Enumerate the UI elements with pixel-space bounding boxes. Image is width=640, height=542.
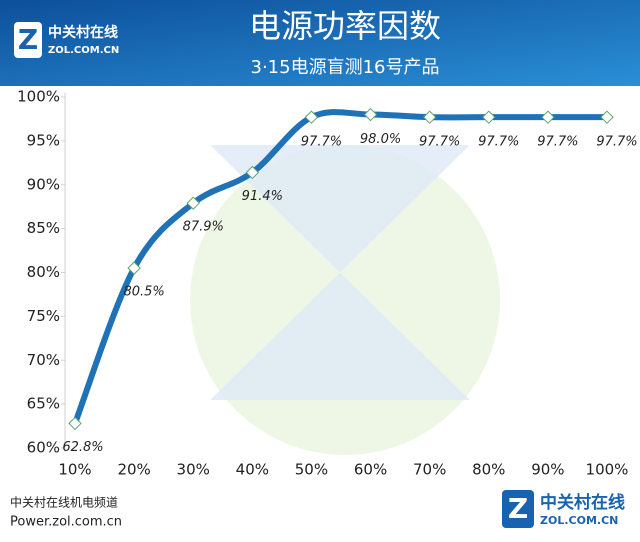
chart-title: 电源功率因数 — [249, 7, 441, 45]
y-tick-label: 80% — [27, 263, 60, 281]
footer-site: Power.zol.com.cn — [10, 515, 122, 530]
data-label: 97.7% — [596, 135, 637, 150]
x-tick-label: 10% — [58, 461, 91, 479]
data-label: 97.7% — [419, 135, 460, 150]
data-label: 87.9% — [183, 220, 224, 235]
x-tick-label: 80% — [472, 461, 505, 479]
marker — [127, 261, 141, 275]
y-tick-label: 75% — [27, 307, 60, 325]
x-tick-label: 50% — [295, 461, 328, 479]
logo-letter: Z — [508, 492, 528, 525]
x-tick-label: 30% — [177, 461, 210, 479]
x-tick-label: 100% — [586, 461, 629, 479]
x-tick-label: 90% — [531, 461, 564, 479]
logo-domain: ZOL.COM.CN — [48, 45, 119, 56]
watermark — [210, 145, 470, 400]
logo-name: 中关村在线 — [48, 24, 118, 41]
y-tick-label: 65% — [27, 395, 60, 413]
y-tick-label: 70% — [27, 351, 60, 369]
y-tick-label: 100% — [17, 88, 60, 106]
marker — [245, 165, 260, 180]
data-label: 98.0% — [360, 132, 401, 147]
footer-logo-name: 中关村在线 — [540, 492, 625, 513]
x-tick-label: 60% — [354, 461, 387, 479]
y-tick-label: 60% — [27, 439, 60, 457]
marker — [186, 196, 200, 210]
marker — [600, 110, 614, 124]
marker — [68, 416, 82, 431]
x-tick-label: 20% — [117, 461, 150, 479]
footer-channel: 中关村在线机电频道 — [10, 495, 118, 510]
x-tick-label: 70% — [413, 461, 446, 479]
y-tick-label: 90% — [27, 175, 60, 193]
data-label: 97.7% — [537, 135, 578, 150]
marker — [541, 110, 555, 124]
data-label: 62.8% — [62, 440, 103, 455]
marker — [422, 110, 437, 124]
x-tick-label: 40% — [236, 461, 269, 479]
logo-letter: Z — [18, 23, 38, 56]
footer-logo-domain: ZOL.COM.CN — [540, 514, 618, 527]
y-tick-label: 85% — [27, 219, 60, 237]
header-band — [0, 0, 640, 86]
chart-subtitle: 3·15电源盲测16号产品 — [251, 57, 440, 78]
logo-icon — [14, 22, 42, 58]
data-label: 97.7% — [301, 135, 342, 150]
logo-icon — [502, 490, 534, 528]
data-label: 80.5% — [123, 285, 164, 300]
marker — [304, 110, 319, 124]
data-label: 91.4% — [242, 189, 283, 204]
marker — [363, 107, 378, 122]
y-tick-label: 95% — [27, 131, 60, 149]
marker — [482, 110, 496, 124]
data-label: 97.7% — [478, 135, 519, 150]
